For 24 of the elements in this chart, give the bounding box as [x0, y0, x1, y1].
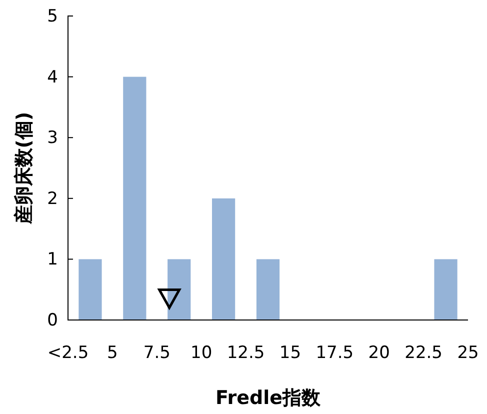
y-tick-label: 1: [47, 250, 58, 270]
x-tick-label: 22.5: [404, 343, 442, 364]
y-tick-label: 3: [47, 128, 58, 148]
x-tick-label: 5: [107, 343, 118, 364]
bar: [123, 76, 146, 320]
x-tick-label: 10: [190, 343, 212, 364]
x-tick-label: 15: [279, 343, 302, 364]
x-tick-label: 12.5: [226, 343, 265, 364]
x-tick-label: 20: [368, 343, 390, 364]
x-tick-label: 25: [457, 343, 479, 364]
bar: [256, 259, 280, 320]
bar: [168, 259, 191, 320]
x-tick-label: <2.5: [47, 343, 89, 364]
bar: [78, 259, 102, 320]
bar: [434, 259, 458, 320]
y-tick-label: 4: [47, 67, 58, 88]
x-tick-label: 7.5: [143, 343, 170, 364]
y-tick-label: 0: [47, 310, 58, 330]
x-axis-title: Fredle指数: [215, 387, 322, 409]
x-tick-label: 17.5: [316, 343, 354, 364]
y-tick-label: 5: [47, 6, 58, 26]
bar: [212, 198, 236, 320]
y-tick-label: 2: [47, 188, 58, 209]
y-axis-title: 産卵床数(個): [13, 112, 35, 226]
